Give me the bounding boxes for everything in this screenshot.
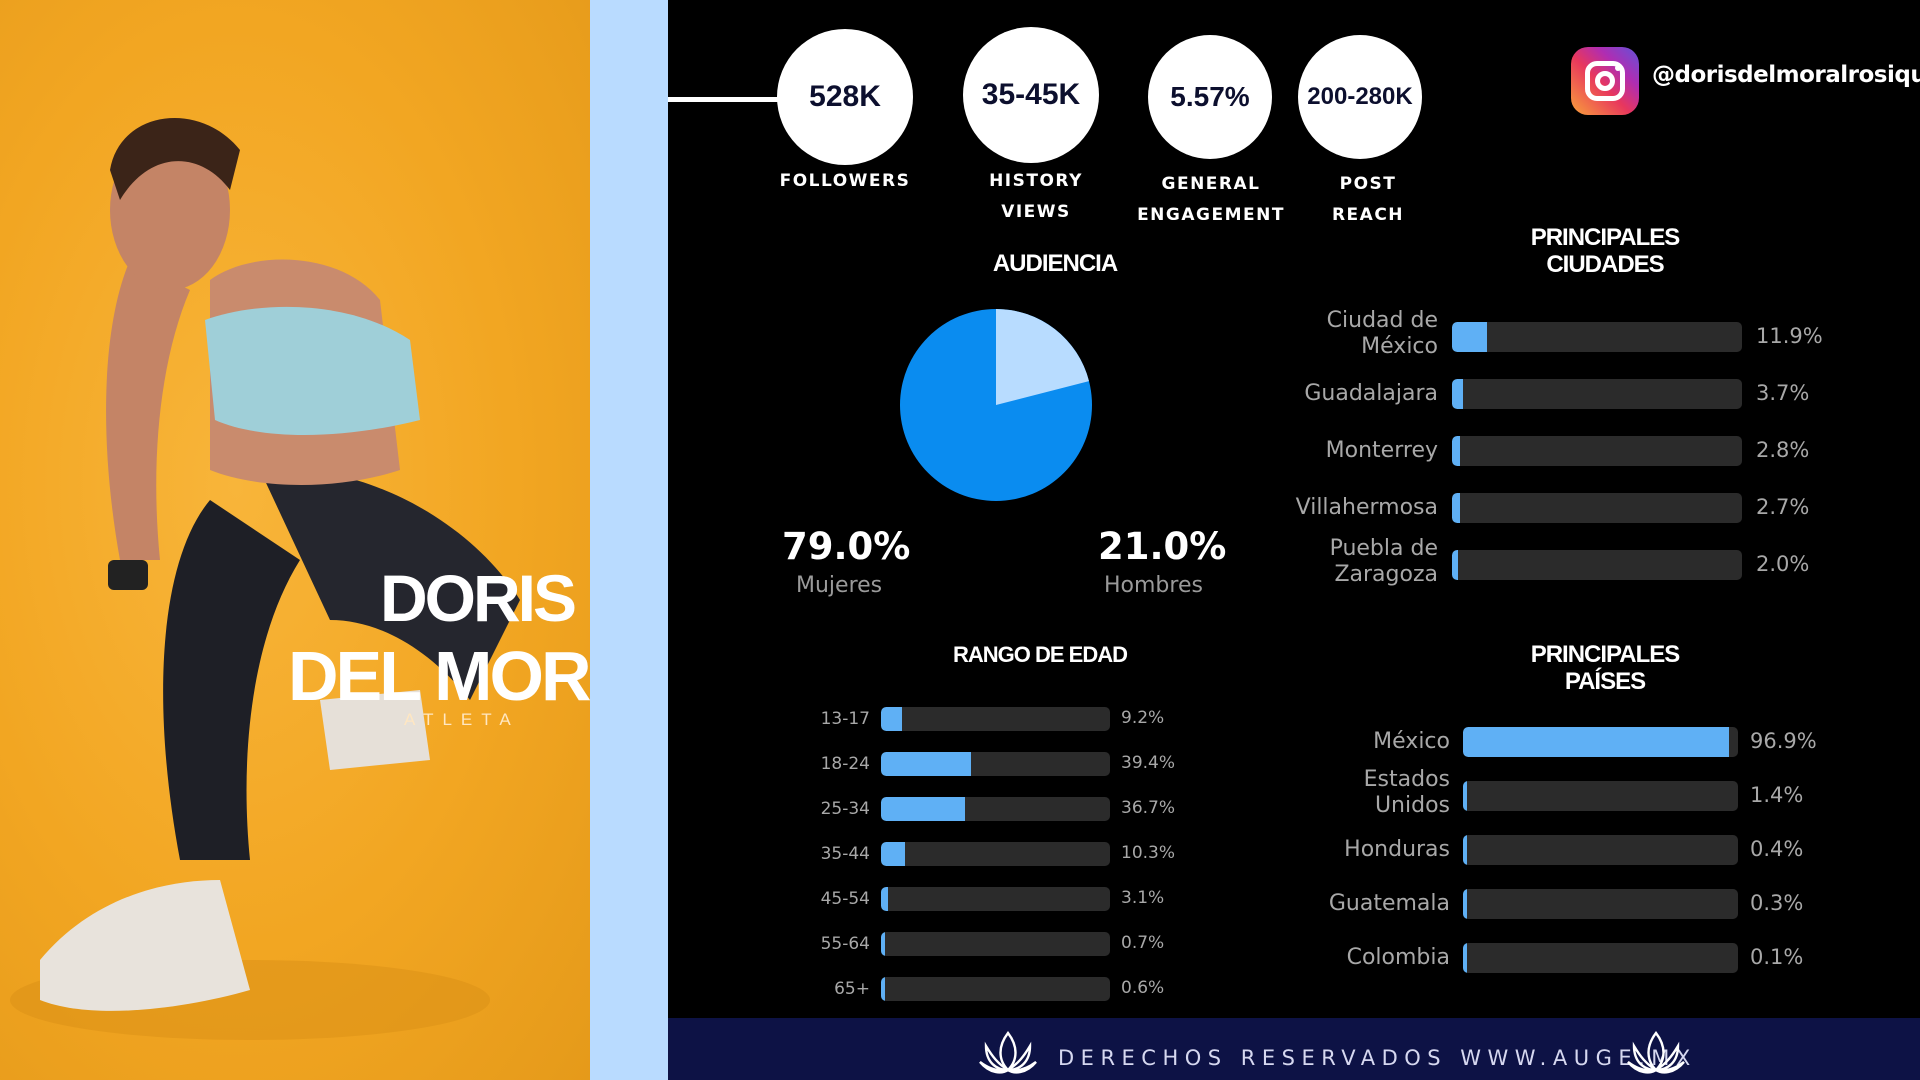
age-row-label: 13-17 xyxy=(820,709,870,729)
age-row-label: 45-54 xyxy=(820,889,870,909)
age-row-label: 55-64 xyxy=(820,934,870,954)
kpi-followers-label: FOLLOWERS xyxy=(779,171,911,191)
city-row-label: Villahermosa xyxy=(1295,495,1438,520)
country-row-bar-fill xyxy=(1463,943,1467,973)
kpi-connector-line xyxy=(668,97,788,102)
lotus-icon-left xyxy=(979,1031,1037,1074)
women-label: Mujeres xyxy=(796,573,883,598)
audience-title: AUDIENCIA xyxy=(992,250,1118,277)
women-percentage: 79.0% xyxy=(782,525,911,568)
age-row-bar-fill xyxy=(881,977,885,1001)
age-row-bar-track xyxy=(881,842,1110,866)
age-row-bar-fill xyxy=(881,752,972,776)
athlete-first-name: DORIS xyxy=(380,561,577,635)
city-row-bar-fill xyxy=(1452,493,1460,523)
athlete-photo: DORIS DEL MORAL ATLETA xyxy=(0,0,590,1080)
athlete-figure-illustration xyxy=(10,117,520,1040)
instagram-handle-link[interactable]: @dorisdelmoralrosique xyxy=(1652,62,1920,88)
city-row-bar-track xyxy=(1452,550,1742,580)
kpi-engagement-value: 5.57% xyxy=(1148,35,1272,159)
country-row-value: 0.3% xyxy=(1750,891,1804,915)
age-row-value: 3.1% xyxy=(1121,888,1165,908)
country-row-bar-track xyxy=(1463,943,1738,973)
country-row-bar-track xyxy=(1463,781,1738,811)
country-row-bar-fill xyxy=(1463,781,1467,811)
city-row-bar-track xyxy=(1452,322,1742,352)
country-row-value: 96.9% xyxy=(1750,729,1817,753)
age-row-bar-fill xyxy=(881,842,905,866)
age-row-bar-fill xyxy=(881,887,889,911)
city-row-value: 3.7% xyxy=(1756,381,1810,405)
pie-slice-men xyxy=(996,309,1089,405)
country-row-bar-track xyxy=(1463,889,1738,919)
age-row-value: 10.3% xyxy=(1121,843,1176,863)
country-row-bar-fill xyxy=(1463,889,1467,919)
country-row-value: 0.1% xyxy=(1750,945,1804,969)
city-row-value: 2.7% xyxy=(1756,495,1810,519)
country-row-bar-fill xyxy=(1463,835,1467,865)
city-row-value: 11.9% xyxy=(1756,324,1823,348)
instagram-icon[interactable] xyxy=(1571,47,1639,115)
city-row-bar-track xyxy=(1452,436,1742,466)
country-row-value: 1.4% xyxy=(1750,783,1804,807)
men-percentage: 21.0% xyxy=(1098,525,1227,568)
age-range-title: RANGO DE EDAD xyxy=(952,642,1128,667)
countries-title: PRINCIPALES PAÍSES xyxy=(1530,641,1681,695)
age-row-bar-track xyxy=(881,707,1110,731)
country-row-bar-fill xyxy=(1463,727,1730,757)
gender-pie-chart xyxy=(900,309,1092,501)
country-row-label: México xyxy=(1373,729,1450,754)
kpi-post-reach-label: POST REACH xyxy=(1331,174,1405,225)
city-row-label: Ciudad de México xyxy=(1326,308,1438,359)
city-row-label: Monterrey xyxy=(1325,438,1438,463)
men-label: Hombres xyxy=(1104,573,1203,598)
age-row-label: 65+ xyxy=(834,979,870,999)
country-row-label: Honduras xyxy=(1344,837,1450,862)
kpi-engagement-label: GENERAL ENGAGEMENT xyxy=(1137,174,1285,225)
age-row-value: 0.7% xyxy=(1121,933,1165,953)
age-row-value: 39.4% xyxy=(1121,753,1176,773)
age-row-bar-fill xyxy=(881,707,903,731)
age-row-label: 18-24 xyxy=(820,754,870,774)
city-row-bar-fill xyxy=(1452,379,1463,409)
kpi-post-reach-value: 200-280K xyxy=(1298,35,1422,159)
city-row-value: 2.0% xyxy=(1756,552,1810,576)
footer-copyright: DERECHOS RESERVADOS WWW.AUGE.MX xyxy=(1058,1046,1697,1070)
age-row-value: 36.7% xyxy=(1121,798,1176,818)
age-row-value: 0.6% xyxy=(1121,978,1165,998)
age-row-label: 25-34 xyxy=(820,799,870,819)
city-row-label: Guadalajara xyxy=(1304,381,1438,406)
cities-title: PRINCIPALES CIUDADES xyxy=(1530,224,1681,278)
city-row-bar-track xyxy=(1452,493,1742,523)
athlete-last-name: DEL MORAL xyxy=(288,637,590,715)
kpi-followers-value: 528K xyxy=(777,29,913,165)
country-row-bar-track xyxy=(1463,727,1738,757)
age-row-bar-track xyxy=(881,977,1110,1001)
age-row-bar-fill xyxy=(881,932,885,956)
city-row-value: 2.8% xyxy=(1756,438,1810,462)
kpi-history-views-value: 35-45K xyxy=(963,27,1099,163)
age-row-bar-track xyxy=(881,752,1110,776)
country-row-label: Colombia xyxy=(1346,945,1450,970)
age-row-bar-track xyxy=(881,887,1110,911)
country-row-label: Estados Unidos xyxy=(1363,767,1450,818)
age-row-label: 35-44 xyxy=(820,844,870,864)
city-row-label: Puebla de Zaragoza xyxy=(1329,536,1438,587)
age-row-value: 9.2% xyxy=(1121,708,1165,728)
lotus-icon-right xyxy=(1627,1031,1685,1074)
accent-strip xyxy=(590,0,668,1080)
city-row-bar-fill xyxy=(1452,322,1487,352)
city-row-bar-track xyxy=(1452,379,1742,409)
age-row-bar-fill xyxy=(881,797,966,821)
city-row-bar-fill xyxy=(1452,550,1458,580)
age-row-bar-track xyxy=(881,932,1110,956)
country-row-value: 0.4% xyxy=(1750,837,1804,861)
athlete-role: ATLETA xyxy=(404,710,520,729)
city-row-bar-fill xyxy=(1452,436,1461,466)
kpi-history-views-label: HISTORY VIEWS xyxy=(989,171,1083,222)
age-row-bar-track xyxy=(881,797,1110,821)
country-row-bar-track xyxy=(1463,835,1738,865)
country-row-label: Guatemala xyxy=(1328,891,1450,916)
footer-bar: DERECHOS RESERVADOS WWW.AUGE.MX xyxy=(668,1018,1920,1080)
